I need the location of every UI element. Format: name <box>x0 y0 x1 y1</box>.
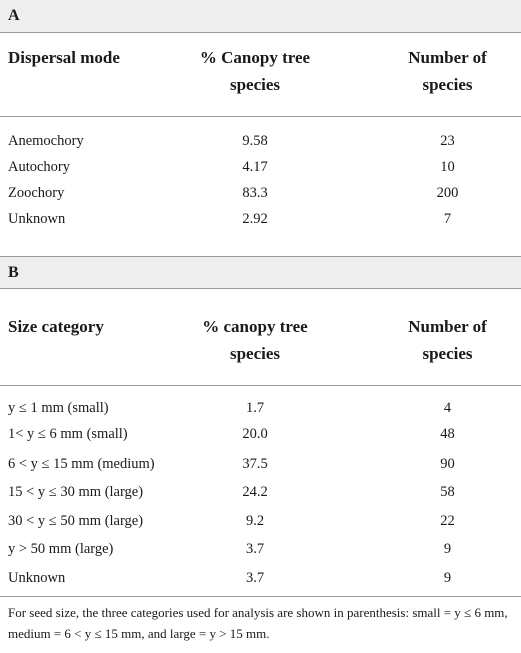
row-percent: 2.92 <box>242 211 268 227</box>
table-footnote: For seed size, the three categories used… <box>8 605 508 641</box>
row-count: 200 <box>436 185 459 201</box>
table-row: Anemochory 9.58 23 <box>0 128 521 154</box>
row-percent: 3.7 <box>245 570 265 586</box>
row-count: 10 <box>440 159 455 175</box>
row-count: 7 <box>443 211 452 227</box>
section-b-header-row: Size category % canopy tree species Numb… <box>0 313 521 373</box>
row-count: 90 <box>440 456 455 472</box>
section-a-label: A <box>0 0 521 33</box>
row-percent: 20.0 <box>242 426 268 442</box>
row-label: y ≤ 1 mm (small) <box>8 400 109 416</box>
row-percent: 37.5 <box>242 456 268 472</box>
table-row: Unknown 2.92 7 <box>0 206 521 232</box>
row-percent: 83.3 <box>242 185 268 201</box>
table-row: Unknown 3.7 9 <box>0 565 521 591</box>
row-label: Unknown <box>8 570 66 586</box>
row-count: 9 <box>443 570 452 586</box>
table-bottom-rule <box>0 596 521 597</box>
row-count: 9 <box>443 541 452 557</box>
row-percent: 9.58 <box>242 133 268 149</box>
row-count: 58 <box>440 484 455 500</box>
table-row: 6 < y ≤ 15 mm (medium) 37.5 90 <box>0 451 521 477</box>
row-label: 1< y ≤ 6 mm (small) <box>8 426 128 442</box>
row-label: 30 < y ≤ 50 mm (large) <box>8 513 144 529</box>
header-number-of-species: Number of species <box>408 317 487 363</box>
section-b-label: B <box>0 256 521 289</box>
header-canopy-percent: % Canopy tree species <box>199 48 311 94</box>
row-label: 15 < y ≤ 30 mm (large) <box>8 484 144 500</box>
section-a-header-row: Dispersal mode % Canopy tree species Num… <box>0 44 521 104</box>
row-label: Zoochory <box>8 185 65 201</box>
row-label: Autochory <box>8 159 71 175</box>
row-count: 22 <box>440 513 455 529</box>
table-row: y > 50 mm (large) 3.7 9 <box>0 536 521 562</box>
section-a-header-divider <box>0 116 521 117</box>
row-percent: 24.2 <box>242 484 268 500</box>
row-count: 48 <box>440 426 455 442</box>
row-label: 6 < y ≤ 15 mm (medium) <box>8 456 155 472</box>
table-row: 1< y ≤ 6 mm (small) 20.0 48 <box>0 421 521 447</box>
table-row: Zoochory 83.3 200 <box>0 180 521 206</box>
row-percent: 1.7 <box>245 400 265 416</box>
row-count: 23 <box>440 133 455 149</box>
section-b-label-text: B <box>8 263 19 281</box>
row-label: Anemochory <box>8 133 84 149</box>
row-count: 4 <box>443 400 452 416</box>
row-label: y > 50 mm (large) <box>8 541 114 557</box>
row-percent: 9.2 <box>245 513 265 529</box>
header-number-of-species: Number of species <box>408 48 487 94</box>
table-row: 15 < y ≤ 30 mm (large) 24.2 58 <box>0 479 521 505</box>
row-label: Unknown <box>8 211 66 227</box>
row-percent: 4.17 <box>242 159 268 175</box>
header-dispersal-mode: Dispersal mode <box>8 48 120 67</box>
row-percent: 3.7 <box>245 541 265 557</box>
table-row: Autochory 4.17 10 <box>0 154 521 180</box>
section-a-label-text: A <box>8 7 20 24</box>
header-canopy-percent: % canopy tree species <box>202 317 308 363</box>
table-row: y ≤ 1 mm (small) 1.7 4 <box>0 395 521 421</box>
table-row: 30 < y ≤ 50 mm (large) 9.2 22 <box>0 508 521 534</box>
section-b-header-divider <box>0 385 521 386</box>
header-size-category: Size category <box>8 317 104 336</box>
